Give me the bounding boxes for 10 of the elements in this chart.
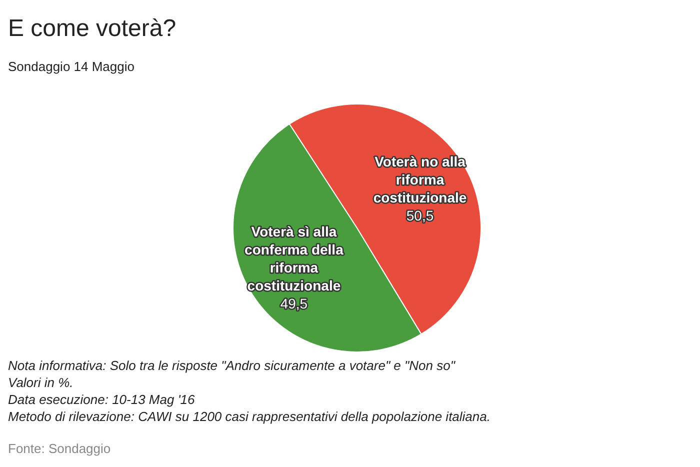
text: Sondaggio 14 Maggio <box>8 59 134 74</box>
source-note: Fonte: Sondaggio <box>8 441 111 456</box>
slice-label: Voterà sì alla conferma della riforma costituzionale <box>244 224 344 294</box>
text: Valori in %. <box>8 375 74 390</box>
chart-title: E come voterà? <box>8 15 176 42</box>
data-label: 50,5 <box>406 207 434 224</box>
text: Metodo di rilevazione: CAWI su 1200 casi rappresentativi della popolazione italiana. <box>8 409 490 424</box>
text: Data esecuzione: 10-13 Mag '16 <box>8 392 196 407</box>
data-label: 49,5 <box>280 296 308 312</box>
text: Nota informativa: Solo tra le risposte "Andro sicuramente a votare" e "Non so" <box>8 358 456 373</box>
